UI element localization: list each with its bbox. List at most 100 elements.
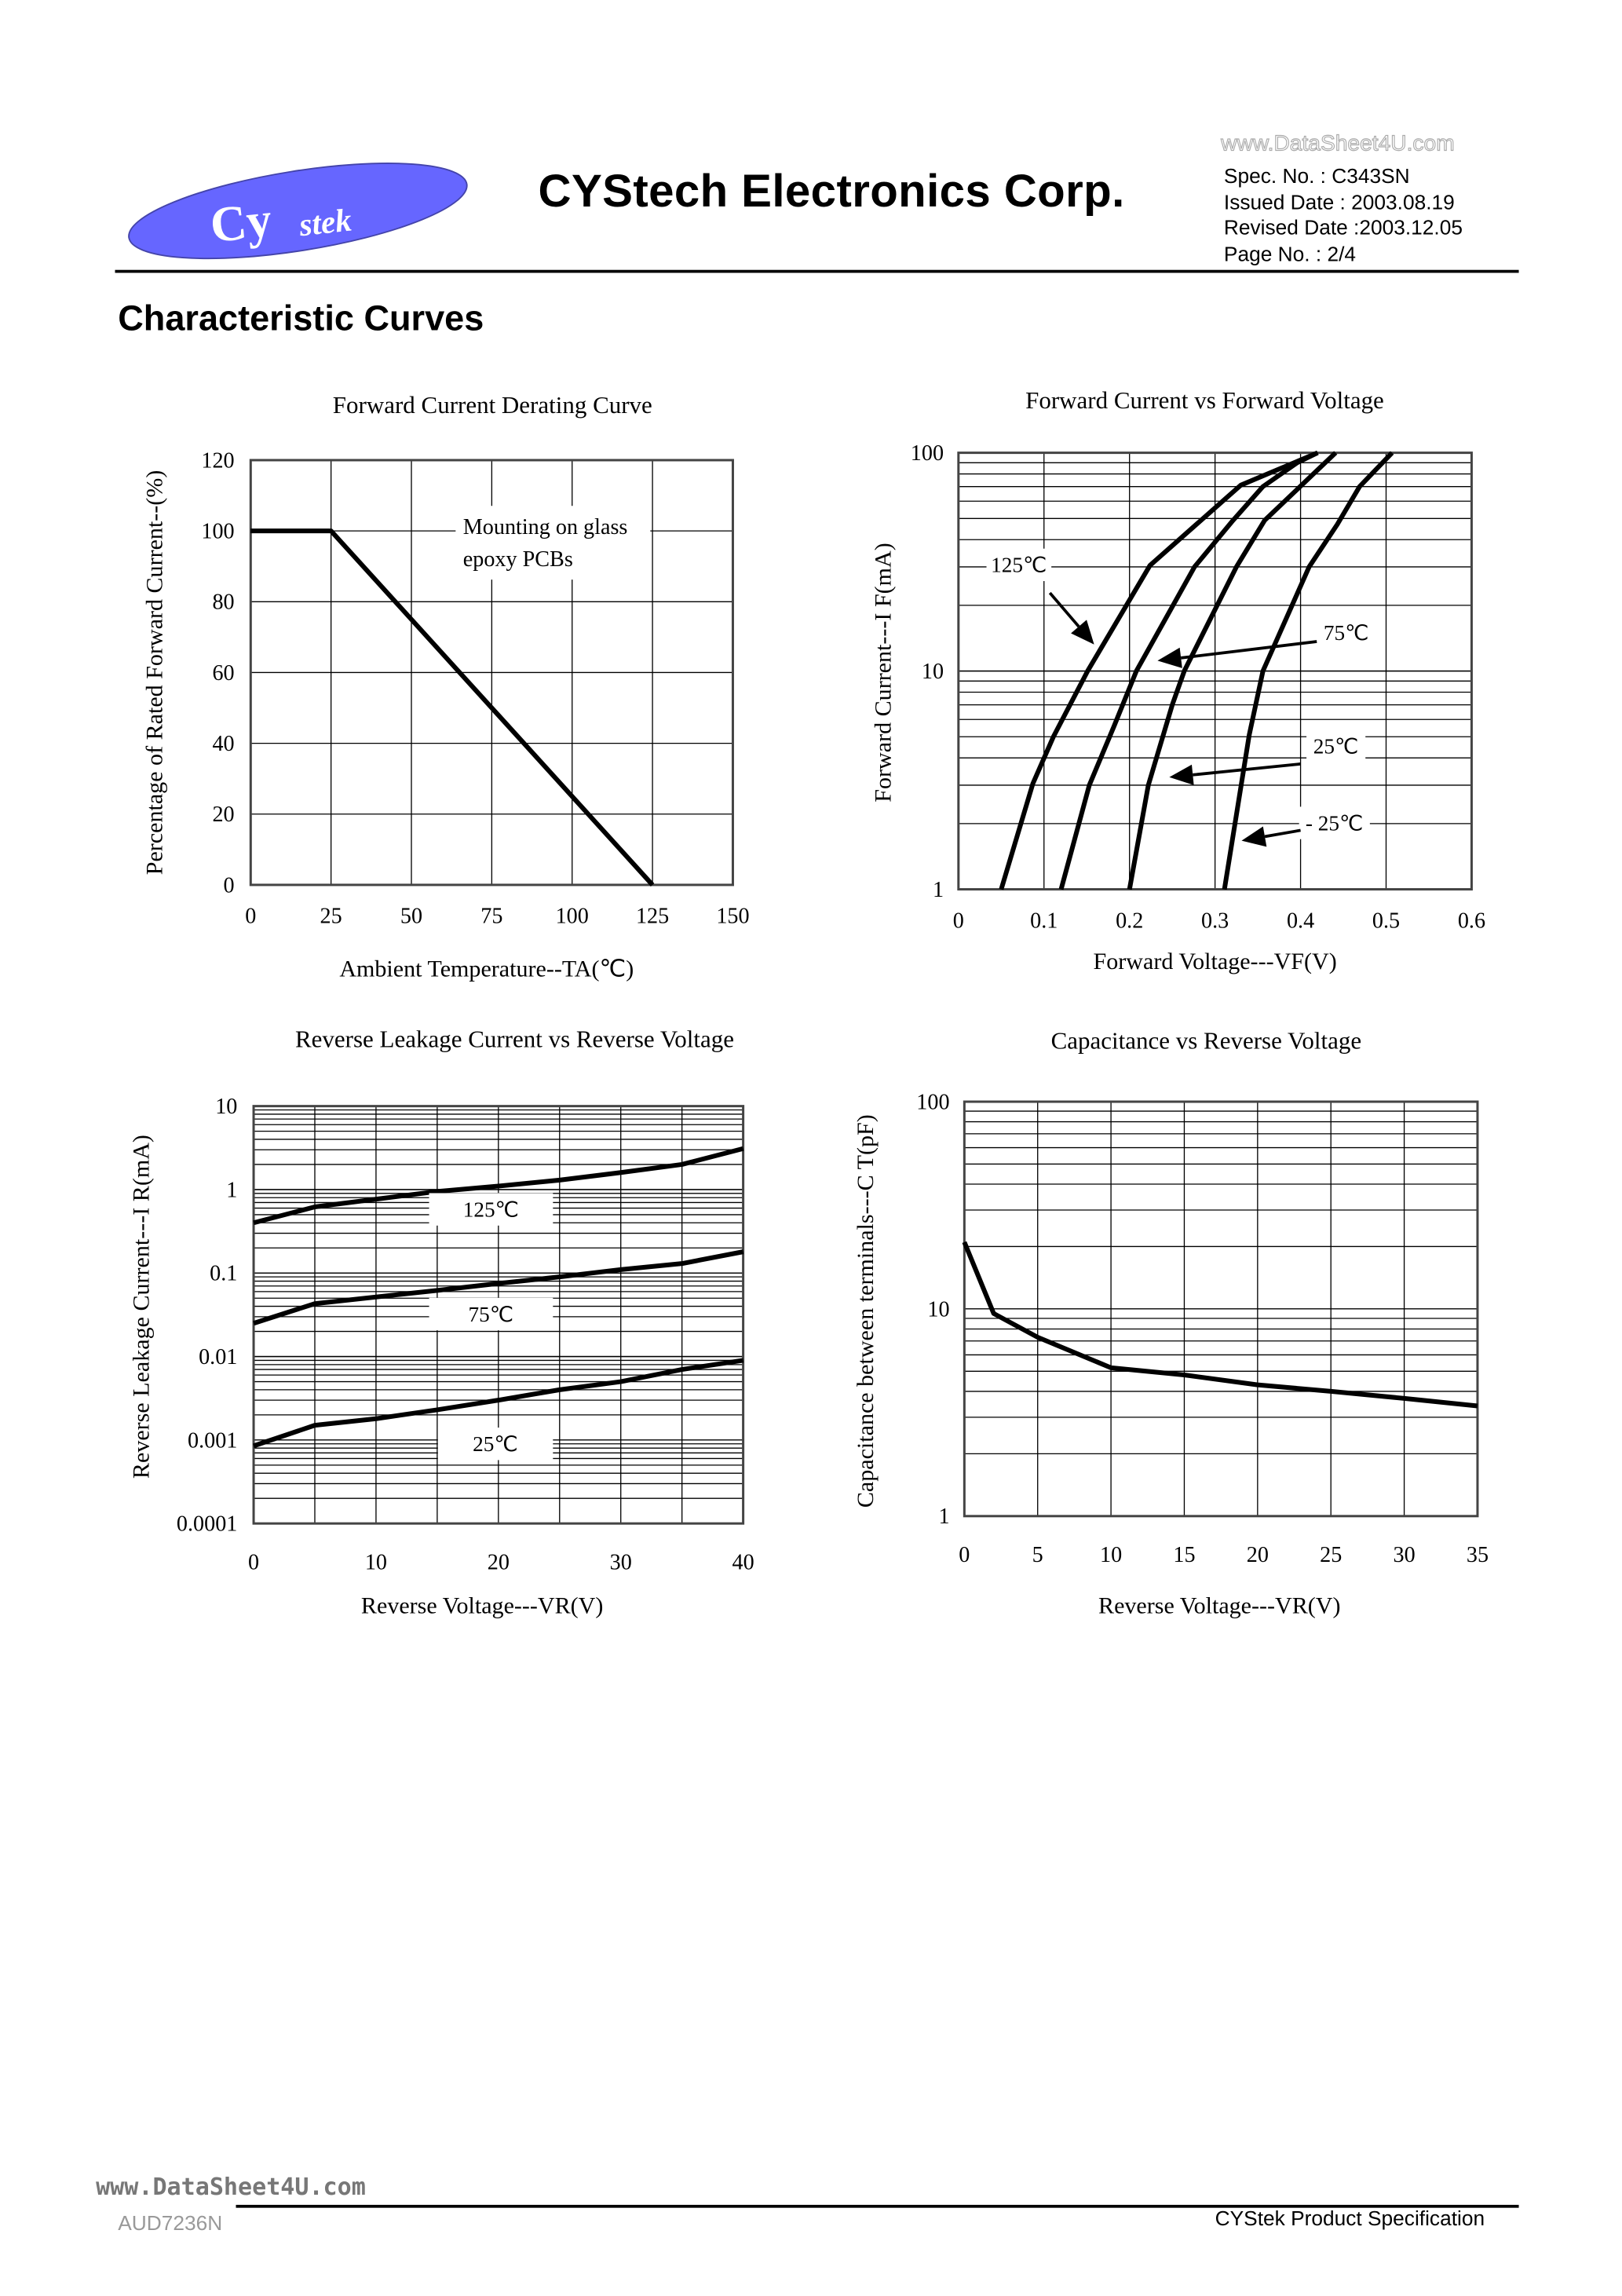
x-tick-label: 35 (1467, 1543, 1489, 1567)
x-tick-label: 150 (716, 905, 749, 929)
x-tick-label: 0.6 (1458, 909, 1485, 933)
x-tick-label: 10 (1100, 1543, 1122, 1567)
x-tick-label: 0.2 (1116, 909, 1143, 933)
x-tick-label: 20 (1247, 1543, 1269, 1567)
label-75c: 75℃ (1317, 616, 1376, 649)
revised-date: Revised Date :2003.12.05 (1223, 215, 1463, 239)
series-line-1 (962, 1241, 1478, 1409)
annotation-line: Mounting on glass (463, 515, 628, 539)
label-25c: 25℃ (437, 1428, 553, 1461)
chart-2: 0 0.1 0.2 0.3 0.4 0.5 0.6 1 10 100 Forward Current… (869, 386, 1485, 974)
y-axis-label: Percentage of Rated Forward Current--(%) (141, 470, 168, 876)
x-axis-label: Forward Voltage---VF(V) (1094, 948, 1337, 974)
x-tick-label: 125 (636, 905, 669, 929)
y-axis-label: Reverse Leakage Current---I R(mA) (128, 1135, 155, 1479)
label-background (986, 548, 1052, 582)
watermark: www.DataSheet4U.com (1221, 131, 1456, 157)
y-tick-label: 100 (911, 441, 944, 466)
label-background (1317, 616, 1376, 649)
footer-divider (236, 2204, 1519, 2208)
x-tick-label: 0.1 (1030, 909, 1058, 933)
arrow-head (1071, 620, 1094, 645)
arrow-shaft (1048, 591, 1080, 628)
series-line-2 (253, 1249, 744, 1326)
chart-title: Capacitance vs Reverse Voltage (1051, 1026, 1362, 1054)
arrow-125c (1048, 591, 1094, 645)
company-name: CYStech Electronics Corp. (538, 165, 1125, 218)
arrow-head (1169, 764, 1194, 785)
label-background (1306, 729, 1366, 763)
x-tick-label: 30 (1394, 1543, 1416, 1567)
series-line-1 (250, 528, 655, 887)
x-tick-label: 15 (1173, 1543, 1195, 1567)
spec-no: Spec. No. : C343SN (1223, 163, 1410, 188)
spec-info: Spec. No. : C343SN Issued Date : 2003.08… (1224, 163, 1463, 266)
arrow-shaft (1193, 762, 1301, 777)
issued-date: Issued Date : 2003.08.19 (1223, 189, 1455, 214)
y-tick-label: 40 (212, 732, 234, 756)
chart-1: 0 25 50 75 100 125 150 0 20 40 60 80 100 120 Forward C… (141, 391, 750, 982)
label-125c: 125℃ (429, 1193, 553, 1226)
series-label: 125℃ (991, 554, 1047, 577)
y-tick-label: 80 (212, 590, 234, 615)
x-tick-label: 40 (732, 1550, 754, 1574)
footer-part-number: AUD7236N (118, 2210, 223, 2235)
x-tick-label: 0 (248, 1550, 259, 1574)
chart-title: Forward Current vs Forward Voltage (1025, 386, 1384, 414)
arrow-head (1157, 647, 1182, 668)
x-axis-label: Ambient Temperature--TA(℃) (339, 955, 634, 982)
series-line-2 (1058, 450, 1319, 890)
y-tick-label: 120 (201, 448, 234, 473)
y-tick-label: 0.0001 (177, 1512, 237, 1537)
label-background (437, 1428, 553, 1461)
label-125c: 125℃ (986, 548, 1052, 582)
arrow-25c (1169, 762, 1301, 785)
series-label: 25℃ (473, 1432, 518, 1456)
arrow-shaft (1264, 828, 1301, 839)
series-line-1 (999, 450, 1319, 890)
y-tick-label: 0.001 (188, 1428, 237, 1453)
annotation-mounting: Mounting on glass epoxy PCBs (455, 506, 651, 580)
chart-4: 0 5 10 15 20 25 30 35 1 10 100 Capacitance vs Rever… (852, 1026, 1489, 1618)
page-no: Page No. : 2/4 (1223, 241, 1357, 265)
plot-frame (252, 1105, 745, 1525)
header-divider (115, 269, 1519, 273)
x-tick-label: 25 (320, 905, 342, 929)
label-background (429, 1193, 553, 1226)
annotation-line: epoxy PCBs (463, 547, 573, 572)
y-tick-label: 20 (212, 803, 234, 827)
label-25c: 25℃ (1306, 729, 1366, 763)
arrow-75c (1157, 640, 1317, 668)
y-tick-label: 0.1 (210, 1262, 237, 1286)
x-tick-label: 0 (953, 909, 964, 933)
chart-title: Forward Current Derating Curve (333, 391, 652, 419)
chart-title: Reverse Leakage Current vs Reverse Volta… (295, 1026, 734, 1053)
x-tick-label: 0.3 (1201, 909, 1229, 933)
label-background (455, 506, 651, 580)
series-label: 75℃ (469, 1303, 514, 1326)
svg-text:stek: stek (297, 202, 353, 243)
y-tick-label: 0.01 (199, 1345, 237, 1369)
chart-3: 0 10 20 30 40 0.0001 0.001 0.01 0.1 1 10 Reverse Le… (128, 1026, 754, 1619)
label-minus25c: - 25℃ (1299, 806, 1370, 839)
series-label: 25℃ (1313, 735, 1359, 759)
footer-spec-label: CYStek Product Specification (1215, 2206, 1485, 2230)
y-tick-label: 1 (938, 1504, 949, 1529)
x-tick-label: 20 (488, 1550, 510, 1574)
label-background (1299, 806, 1370, 839)
label-background (429, 1297, 553, 1331)
x-axis-label: Reverse Voltage---VR(V) (361, 1592, 603, 1619)
series-line-3 (253, 1358, 744, 1449)
y-tick-label: 10 (215, 1095, 237, 1119)
y-tick-label: 1 (226, 1178, 237, 1202)
x-tick-label: 50 (400, 905, 422, 929)
series-line-1 (253, 1146, 744, 1226)
series-label: 125℃ (463, 1198, 519, 1222)
series-label: - 25℃ (1306, 811, 1364, 835)
label-75c: 75℃ (429, 1297, 553, 1331)
section-title: Characteristic Curves (118, 299, 484, 339)
arrow-shaft (1180, 640, 1317, 660)
y-tick-label: 10 (927, 1297, 949, 1322)
x-tick-label: 75 (480, 905, 502, 929)
cystek-logo: Cy stek (128, 163, 468, 260)
